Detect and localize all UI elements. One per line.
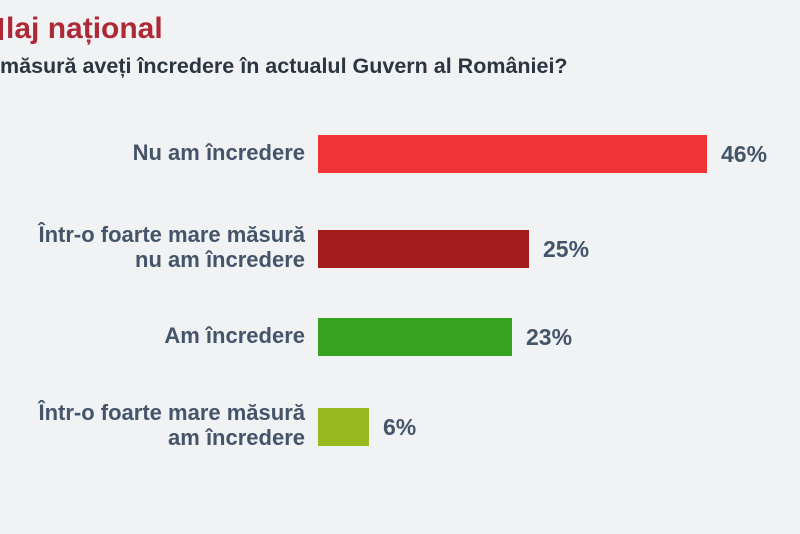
bar-category-label: Într-o foarte mare măsură nu am încredere bbox=[0, 222, 305, 272]
bar bbox=[318, 318, 512, 356]
bar-category-label: Nu am încredere bbox=[0, 140, 305, 165]
bar-category-label-line: Într-o foarte mare măsură bbox=[38, 222, 305, 247]
bar-value-label: 6% bbox=[383, 414, 417, 440]
bar-value-label: 23% bbox=[526, 324, 573, 350]
bar-category-label-line: Într-o foarte mare măsură bbox=[38, 400, 305, 425]
bar-category-label: Într-o foarte mare măsură am încredere bbox=[0, 400, 305, 450]
bar-category-label-line: Nu am încredere bbox=[132, 139, 305, 165]
bar bbox=[318, 135, 707, 173]
bar-category-label-line: am încredere bbox=[168, 425, 305, 450]
bar-value-label: 25% bbox=[543, 236, 590, 262]
clipped-letter-fragment bbox=[0, 18, 3, 40]
bar bbox=[318, 230, 529, 268]
page-title: laj național bbox=[6, 12, 163, 45]
bar-category-label-line: nu am încredere bbox=[135, 247, 305, 272]
bar-value-label: 46% bbox=[721, 141, 768, 167]
bar bbox=[318, 408, 369, 446]
bar-category-label-line: Am încredere bbox=[164, 322, 305, 348]
bar-category-label: Am încredere bbox=[0, 323, 305, 348]
chart-question: măsură aveți încredere în actualul Guver… bbox=[0, 54, 568, 78]
